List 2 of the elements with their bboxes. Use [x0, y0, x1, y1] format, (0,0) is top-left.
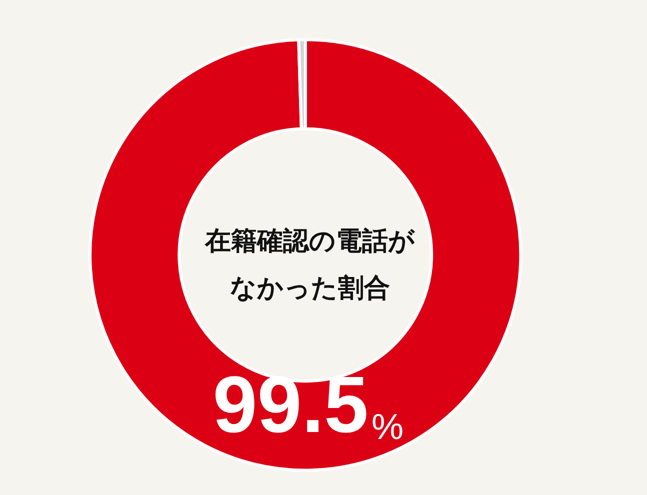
text: 在籍確認の電話がなかった割合 — [204, 226, 416, 304]
data-label: 99.5% — [212, 360, 404, 450]
